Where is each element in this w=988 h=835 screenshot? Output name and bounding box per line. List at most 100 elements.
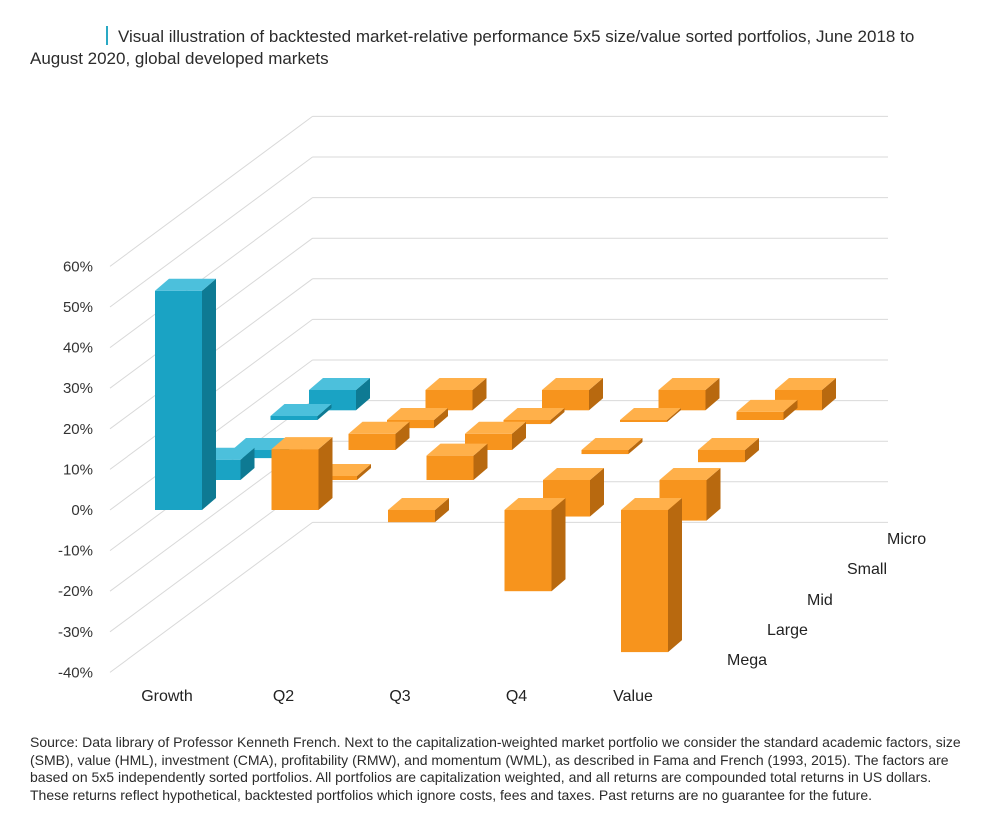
bar-front <box>348 433 396 450</box>
bar-top <box>309 378 370 390</box>
y-tick-label: 40% <box>63 340 93 357</box>
bar-side <box>745 438 759 463</box>
bar-top <box>698 438 759 450</box>
series-label: Large <box>767 622 808 639</box>
bar-top <box>736 399 798 412</box>
bar-micro-q3 <box>542 378 603 411</box>
series-label: Small <box>847 561 887 578</box>
bar-side <box>668 498 682 653</box>
x-category-label: Q2 <box>273 688 294 705</box>
bar-front <box>581 450 629 455</box>
y-tick-label: 10% <box>63 461 93 478</box>
bar-front <box>542 390 589 411</box>
bar-top <box>271 437 333 450</box>
bar-front <box>503 420 551 425</box>
bar-side <box>550 408 565 425</box>
bar-top <box>658 378 720 390</box>
bar-front <box>271 449 319 510</box>
bar-top <box>465 421 526 434</box>
y-tick-label: 20% <box>63 421 93 438</box>
bar-front <box>310 475 357 480</box>
bar-top <box>620 408 681 420</box>
bar-front <box>658 390 706 411</box>
bar-side <box>667 408 681 422</box>
bar-mega-growth <box>155 278 216 510</box>
bar-micro-q2 <box>425 378 487 411</box>
series-label: Mid <box>807 592 833 609</box>
bar-side <box>317 403 332 420</box>
bar-top <box>387 408 448 420</box>
bar-small-growth <box>270 403 332 420</box>
bar-side <box>473 443 488 480</box>
y-tick-label: 60% <box>63 258 93 275</box>
x-category-label: Q4 <box>506 688 527 705</box>
bar-top <box>426 443 488 456</box>
bar-front <box>155 290 202 510</box>
bar-front <box>387 420 434 429</box>
gridlines <box>109 115 888 673</box>
bar-front <box>232 450 279 459</box>
bar-side <box>472 378 487 411</box>
bar-top <box>388 498 449 510</box>
bar-side <box>434 408 448 429</box>
bar-mega-q3 <box>388 498 449 523</box>
bar-side <box>589 378 603 411</box>
series-label: Mega <box>727 652 767 669</box>
bar-top <box>425 378 487 390</box>
bars <box>155 278 836 653</box>
bar-side <box>590 468 604 517</box>
bar-side <box>822 378 836 411</box>
chart-area: 60% 50% 40% 30% 20% 10% 0% -10% -20% -30% -40% Grow… <box>58 115 926 705</box>
bar-small-value <box>736 399 798 420</box>
bar-top <box>348 421 410 434</box>
bar-side <box>512 421 526 450</box>
bar-small-q4 <box>620 408 681 422</box>
source-note: Source: Data library of Professor Kennet… <box>30 734 961 803</box>
bar-mid-q2 <box>348 421 410 450</box>
y-tick-label: 0% <box>71 502 93 519</box>
bar-side <box>783 399 798 420</box>
bar-top <box>270 403 332 416</box>
y-tick-label: -40% <box>58 664 93 681</box>
bar-side <box>202 278 216 510</box>
series-label: Micro <box>887 531 926 548</box>
bar-top <box>581 438 643 450</box>
bar-side <box>356 378 370 411</box>
bar-side <box>435 498 449 523</box>
title-accent-bar <box>106 26 108 45</box>
bar-mega-value <box>621 498 682 653</box>
chart-title: Visual illustration of backtested market… <box>30 27 915 68</box>
bar-mega-q4 <box>504 498 566 592</box>
bar-side <box>628 438 643 455</box>
chart-title-block: Visual illustration of backtested market… <box>30 26 960 70</box>
bar-mid-value <box>698 438 759 463</box>
bar-side <box>395 421 410 450</box>
bar-front <box>425 390 473 411</box>
bar-top <box>775 378 836 390</box>
bar-front <box>270 415 318 420</box>
bar-side <box>551 498 566 592</box>
bar-front <box>426 455 474 480</box>
y-tick-label: -30% <box>58 624 93 641</box>
bar-side <box>705 378 720 411</box>
bar-top <box>621 498 682 510</box>
y-tick-label: -20% <box>58 583 93 600</box>
bar-small-q3 <box>503 408 565 425</box>
bar-mid-q4 <box>581 438 643 455</box>
bar-top <box>543 468 604 480</box>
bar-front <box>698 450 745 463</box>
gridline-diagonal <box>109 156 313 308</box>
bar-large-q3 <box>426 443 488 480</box>
bar-front <box>388 510 435 523</box>
bar-micro-q4 <box>658 378 720 411</box>
bar-front <box>620 420 667 422</box>
bar-top <box>659 468 721 480</box>
gridline-diagonal <box>109 115 313 267</box>
bar-front <box>621 510 668 653</box>
bar-front <box>504 510 552 592</box>
bar-top <box>503 408 565 420</box>
bar-mega-q2 <box>271 437 333 510</box>
bar-front <box>736 411 784 420</box>
x-category-label: Q3 <box>389 688 410 705</box>
bar-top <box>504 498 566 510</box>
